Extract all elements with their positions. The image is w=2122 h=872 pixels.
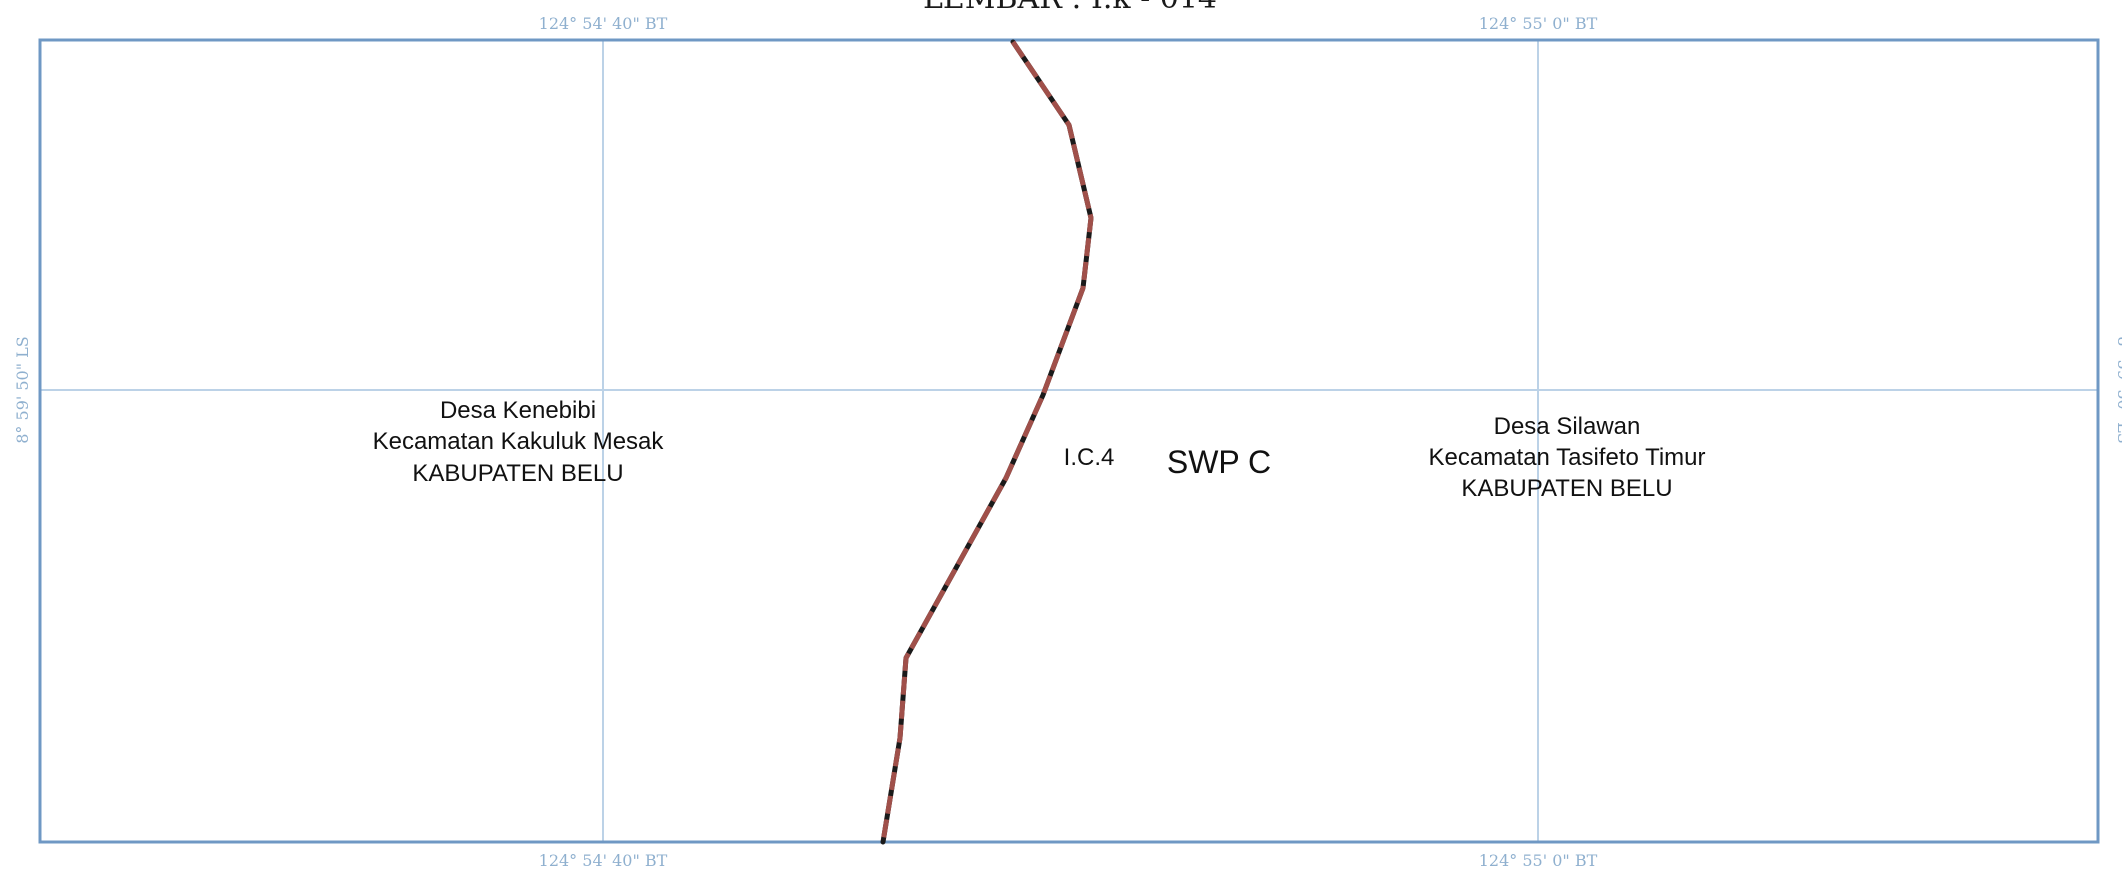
left-district-label: Kecamatan Kakuluk Mesak (373, 428, 665, 455)
right-village-label: Desa Silawan (1494, 413, 1641, 440)
map-frame (38, 38, 2100, 844)
swp-label: SWP C (1167, 444, 1271, 480)
coord-label-left-lat: 8° 59' 50" LS (13, 336, 32, 444)
left-regency-label: KABUPATEN BELU (412, 460, 623, 487)
coord-label-bottom-right: 124° 55' 0" BT (1479, 851, 1598, 870)
zone-code-label: I.C.4 (1064, 444, 1115, 471)
boundary-line-base (880, 39, 1094, 845)
coord-label-bottom-left: 124° 54' 40" BT (539, 851, 668, 870)
right-regency-label: KABUPATEN BELU (1461, 475, 1672, 502)
sheet-title: LEMBAR : I.k - 014 (923, 0, 1217, 16)
left-village-label: Desa Kenebibi (440, 397, 596, 424)
right-district-label: Kecamatan Tasifeto Timur (1428, 444, 1705, 471)
boundary-line-dash (880, 40, 1094, 843)
coord-label-right-lat: 8° 59' 50" LS (2114, 336, 2122, 444)
coord-label-top-left: 124° 54' 40" BT (539, 14, 668, 33)
coord-label-top-right: 124° 55' 0" BT (1479, 14, 1598, 33)
